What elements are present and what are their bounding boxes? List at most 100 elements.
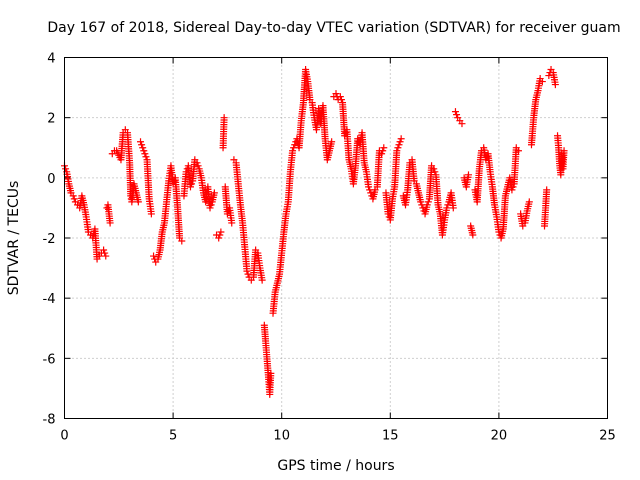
data-point [215,234,223,242]
data-point [210,189,218,197]
data-point [551,81,559,89]
data-point [244,270,252,278]
data-point [69,192,77,200]
data-point [365,183,373,191]
data-point [449,204,457,212]
data-point [332,90,340,98]
data-point [194,162,202,170]
data-point [469,231,477,239]
plot-frame [64,57,608,419]
data-point [380,144,388,152]
data-point [367,189,375,197]
data-point [183,165,191,173]
data-point [267,369,275,377]
data-point [545,72,553,80]
data-point [170,177,178,185]
data-point [443,204,451,212]
x-axis-label: GPS time / hours [277,458,394,474]
data-point [397,135,405,143]
data-point [354,135,362,143]
data-point [417,198,425,206]
data-point [103,204,111,212]
data-point [207,201,215,209]
data-point [206,204,214,212]
data-point [186,183,194,191]
data-point [337,96,345,104]
data-point [419,204,427,212]
data-point [424,198,432,206]
data-point [70,195,78,203]
data-point [216,231,224,239]
x-tick-label: 5 [169,429,177,444]
data-point [394,144,402,152]
data-point [106,219,114,227]
y-tick-label: 4 [47,52,55,67]
data-point [138,141,146,149]
data-point [395,141,403,149]
x-tick-label: 25 [599,429,616,444]
data-point [560,147,568,155]
data-point [509,183,517,191]
data-point [379,147,387,155]
data-point [525,198,533,206]
y-tick-label: 0 [47,172,55,187]
y-tick-label: 2 [47,112,55,127]
data-point [134,198,142,206]
x-tick-label: 15 [382,429,399,444]
data-point [141,150,149,158]
data-point [178,237,186,245]
data-point [139,144,147,152]
data-point [423,201,431,209]
data-point [140,147,148,155]
y-tick-label: -4 [43,292,56,307]
data-points [61,66,568,398]
data-point [342,129,350,137]
data-point [147,210,155,218]
data-point [101,249,109,257]
data-point [291,141,299,149]
x-tick-label: 0 [60,429,68,444]
data-point [336,93,344,101]
data-point [188,180,196,188]
y-tick-label: -2 [43,232,56,247]
data-point [137,138,145,146]
data-point [217,228,225,236]
data-point [430,165,438,173]
data-point [193,159,201,167]
data-point [220,114,228,122]
data-point [228,219,236,227]
data-point [150,252,158,260]
data-point [451,108,459,116]
data-point [508,186,516,194]
data-point [393,147,401,155]
x-tick-label: 20 [491,429,508,444]
data-point [495,228,503,236]
data-point [431,168,439,176]
x-tick-label: 10 [273,429,290,444]
data-point [396,138,404,146]
data-point [543,186,551,194]
data-point [385,213,393,221]
grid-lines [64,57,608,419]
y-axis-label: SDTVAR / TECUs [6,181,22,296]
data-point [514,147,522,155]
y-tick-label: -6 [43,352,56,367]
data-point [378,150,386,158]
data-point [289,147,297,155]
data-point [458,120,466,128]
data-point [328,138,336,146]
data-point [243,267,251,275]
data-point [62,165,70,173]
data-point [453,111,461,119]
data-point [258,276,266,284]
data-point [142,153,150,161]
data-point [483,153,491,161]
y-tick-label: -8 [43,413,56,428]
data-point [464,171,472,179]
data-point [538,78,546,86]
data-point [102,252,110,260]
chart-title: Day 167 of 2018, Sidereal Day-to-day VTE… [47,20,620,36]
data-point [100,246,108,254]
